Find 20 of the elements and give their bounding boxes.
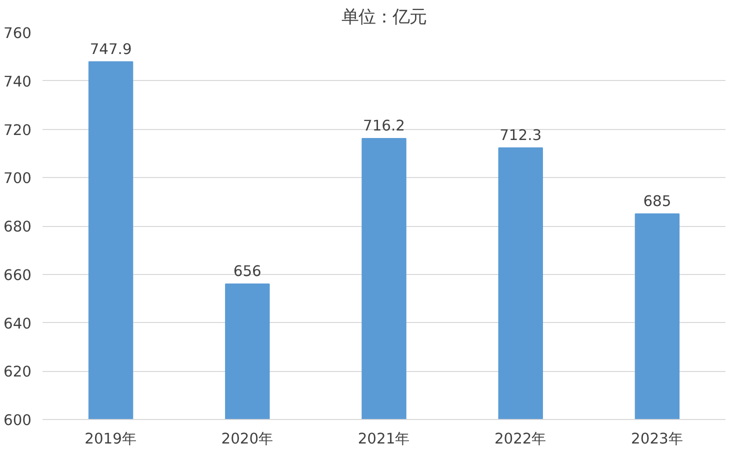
data-label: 716.2 <box>363 117 405 134</box>
y-tick-label: 600 <box>4 412 32 429</box>
y-tick-label: 660 <box>4 266 32 284</box>
x-tick-label: 2021年 <box>358 430 410 448</box>
x-tick-label: 2020年 <box>221 430 274 448</box>
x-tick-label: 2023年 <box>631 430 684 448</box>
data-label: 747.9 <box>90 40 132 58</box>
y-tick-label: 680 <box>4 218 32 236</box>
y-tick-label: 740 <box>4 73 32 90</box>
data-label: 656 <box>233 263 262 280</box>
chart-title: 单位：亿元 <box>342 8 426 28</box>
y-tick-label: 620 <box>4 364 32 381</box>
y-tick-label: 760 <box>4 25 32 42</box>
y-tick-label: 700 <box>4 170 32 188</box>
x-tick-label: 2022年 <box>494 430 547 448</box>
data-label: 685 <box>643 192 672 210</box>
x-tick-label: 2019年 <box>84 430 137 448</box>
y-tick-label: 640 <box>4 315 32 332</box>
data-label: 712.3 <box>500 126 542 144</box>
y-tick-label: 720 <box>4 122 32 139</box>
